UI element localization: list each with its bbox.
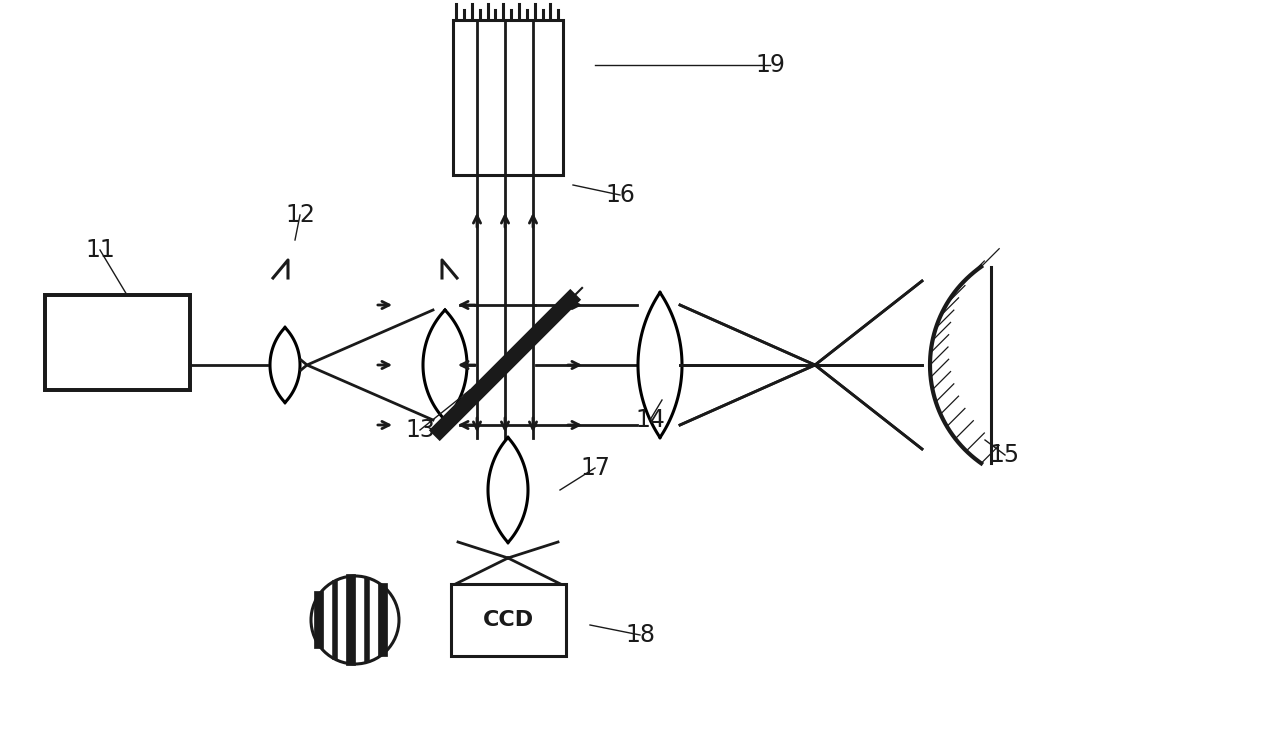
Bar	[45, 295, 189, 390]
Text: 12: 12	[285, 203, 315, 227]
Text: 14: 14	[635, 408, 664, 432]
Bar	[453, 20, 563, 175]
Text: CCD: CCD	[483, 610, 534, 630]
Text: 13: 13	[404, 418, 435, 442]
Text: 11: 11	[86, 238, 115, 262]
Text: 17: 17	[580, 456, 611, 480]
Text: 16: 16	[605, 183, 635, 207]
Text: 15: 15	[989, 443, 1020, 467]
Bar	[451, 584, 566, 656]
Text: 19: 19	[755, 53, 785, 77]
Text: 18: 18	[625, 623, 655, 647]
